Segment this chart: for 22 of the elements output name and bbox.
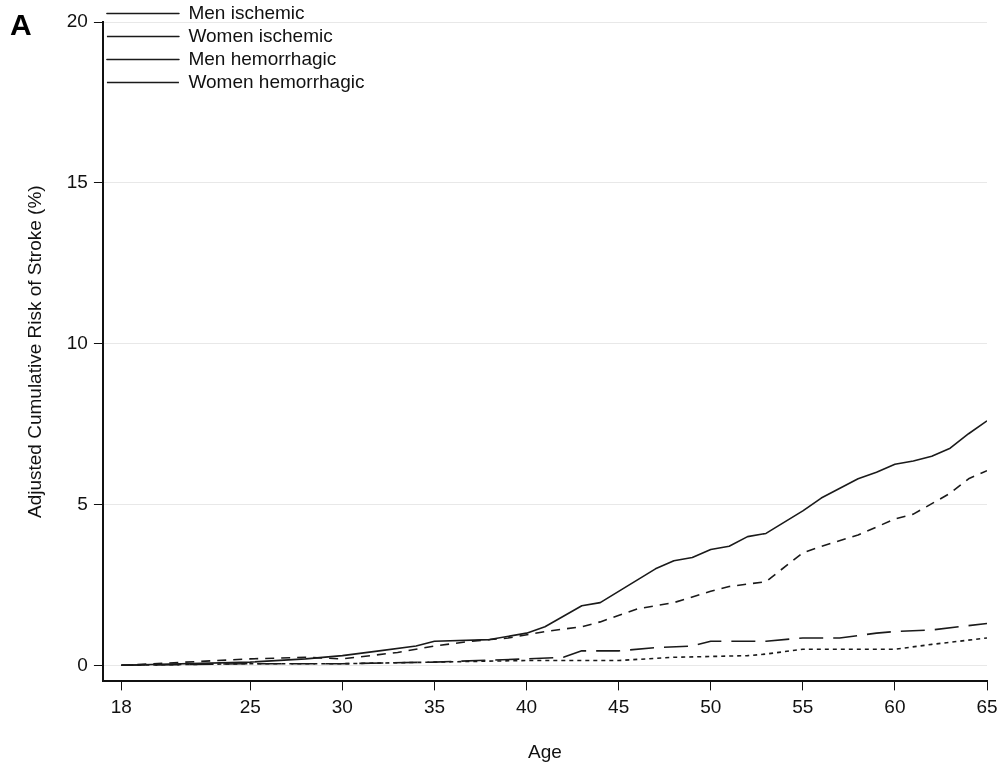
x-tick-label: 45 (608, 696, 630, 718)
y-tick-label: 15 (66, 171, 88, 193)
x-tick-label: 65 (976, 696, 998, 718)
y-tick-label: 0 (77, 653, 88, 675)
x-tick-label: 50 (700, 696, 722, 718)
y-tick-label: 5 (77, 492, 88, 514)
legend-label: Women hemorrhagic (188, 70, 365, 92)
x-tick-label: 55 (792, 696, 814, 718)
legend-label: Women ischemic (188, 24, 333, 46)
y-tick-label: 20 (66, 10, 88, 32)
y-axis-title: Adjusted Cumulative Risk of Stroke (%) (23, 185, 45, 519)
x-tick-label: 18 (110, 696, 132, 718)
x-tick-label: 40 (515, 696, 538, 718)
x-tick-label: 60 (884, 696, 906, 718)
x-tick-label: 35 (423, 696, 446, 718)
x-tick-label: 25 (239, 696, 261, 718)
legend-label: Men ischemic (188, 1, 305, 23)
legend-label: Men hemorrhagic (188, 47, 337, 69)
text: A (10, 8, 32, 41)
y-tick-label: 10 (66, 331, 88, 353)
x-axis-title: Age (528, 740, 562, 762)
x-tick-label: 30 (331, 696, 353, 718)
